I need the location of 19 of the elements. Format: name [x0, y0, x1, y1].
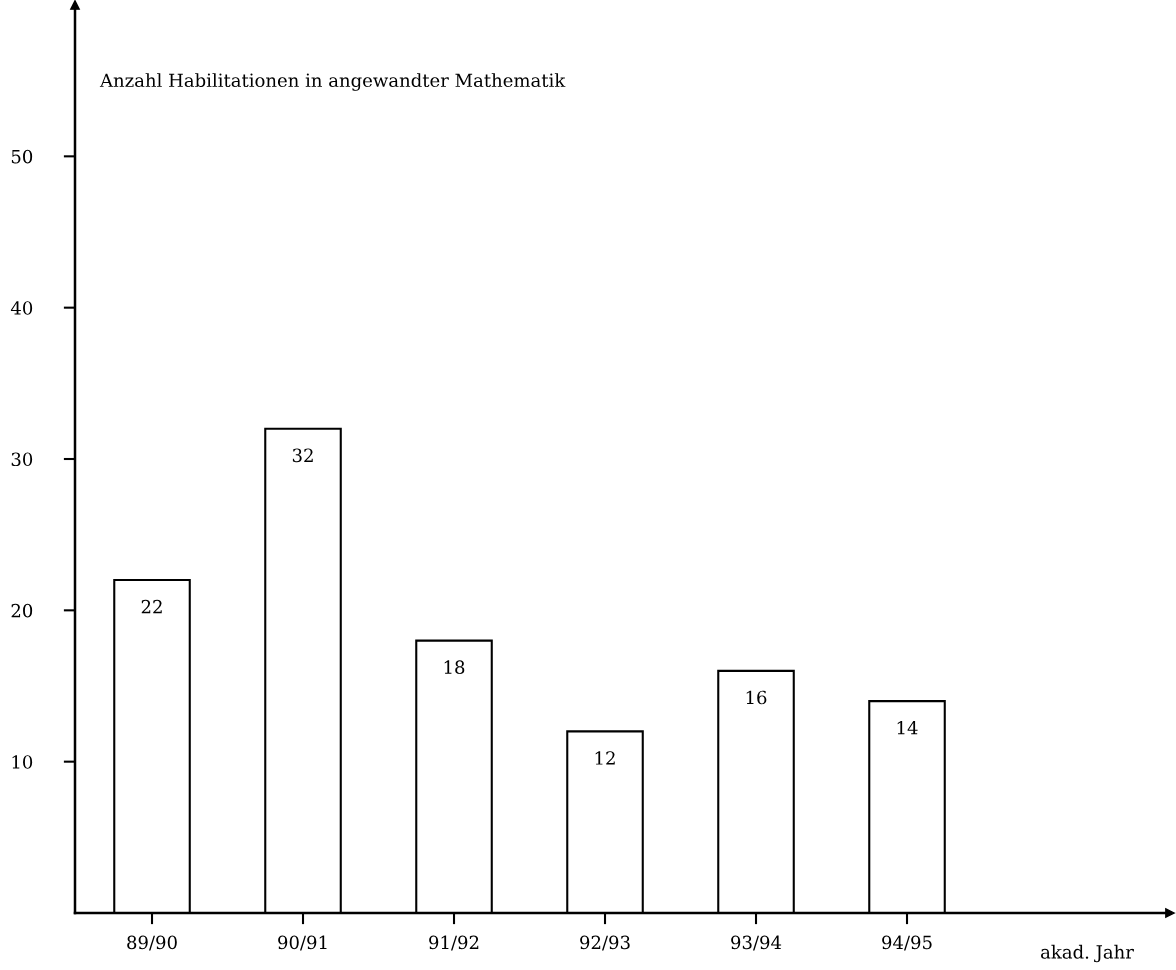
data-label: 22	[141, 599, 162, 614]
y-tick-label: 40	[10, 301, 33, 315]
text: Anzahl Habilitationen in angewandter Mathematik	[99, 73, 566, 91]
x-tick-label: 93/94	[731, 935, 782, 951]
data-label: 12	[595, 751, 615, 765]
y-tick-label: 10	[12, 755, 33, 769]
x-tick-label: 91/92	[429, 935, 479, 951]
y-tick-label: 30	[11, 452, 33, 467]
y-tick-label: 20	[11, 603, 33, 618]
x-tick-label: 90/91	[278, 935, 327, 951]
x-tick-label: 92/93	[580, 935, 630, 951]
y-tick-label: 50	[11, 149, 33, 164]
data-label: 14	[897, 720, 918, 735]
data-label: 18	[444, 660, 465, 675]
data-label: 32	[292, 448, 313, 463]
data-label: 16	[746, 690, 767, 705]
x-tick-label: 94/95	[882, 935, 932, 951]
x-axis-title: akad. Jahr	[1041, 944, 1134, 963]
x-tick-label: 89/90	[127, 935, 177, 951]
